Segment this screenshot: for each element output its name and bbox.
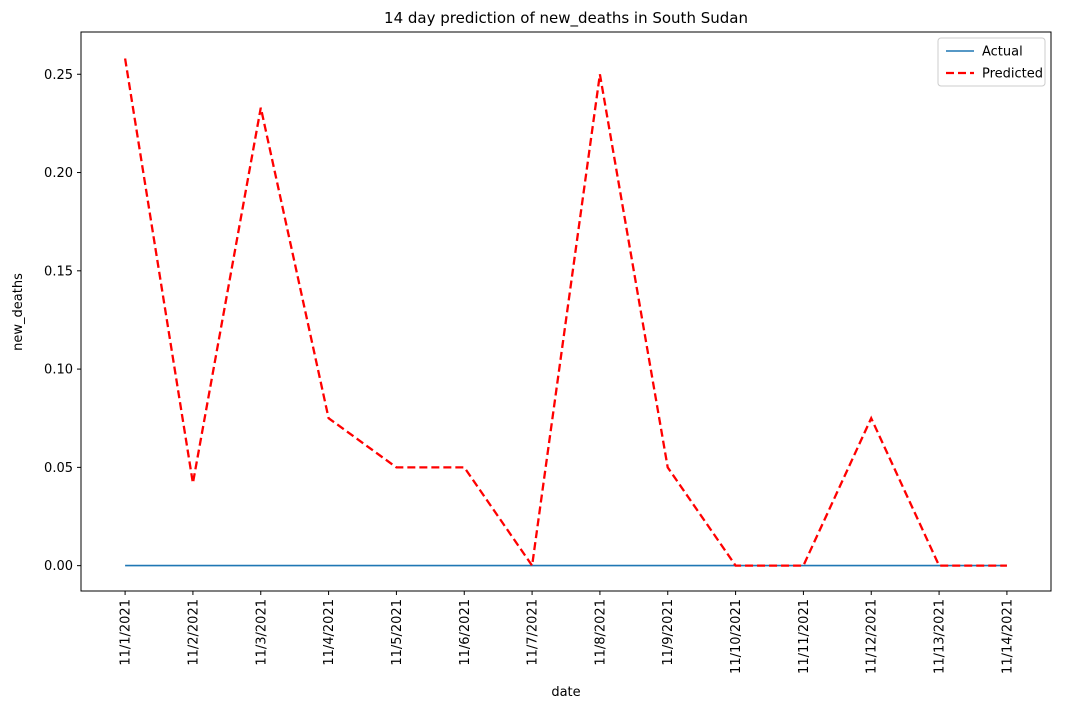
legend-label: Predicted	[982, 67, 1043, 82]
y-tick-label: 0.05	[44, 461, 73, 476]
x-tick-label: 11/9/2021	[661, 599, 676, 666]
x-tick-label: 11/14/2021	[1000, 599, 1015, 674]
y-axis-label: new_deaths	[11, 273, 26, 351]
y-tick-label: 0.15	[44, 264, 73, 279]
y-tick-label: 0.10	[44, 363, 73, 378]
plot-frame	[80, 31, 1052, 592]
legend-label: Actual	[982, 45, 1023, 60]
x-tick-label: 11/7/2021	[526, 599, 541, 666]
y-tick-label: 0.20	[44, 166, 73, 181]
x-tick-label: 11/11/2021	[797, 599, 812, 674]
x-tick-label: 11/5/2021	[390, 599, 405, 666]
y-tick-label: 0.25	[44, 68, 73, 83]
x-tick-label: 11/10/2021	[729, 599, 744, 674]
chart-title: 14 day prediction of new_deaths in South…	[384, 9, 748, 28]
x-tick-label: 11/3/2021	[254, 599, 269, 666]
y-tick-label: 0.00	[44, 559, 73, 574]
x-tick-label: 11/1/2021	[119, 599, 134, 666]
x-tick-label: 11/6/2021	[458, 599, 473, 666]
x-axis-label: date	[551, 685, 580, 700]
x-tick-label: 11/2/2021	[186, 599, 201, 666]
legend: Actual Predicted	[937, 37, 1046, 87]
series-line-predicted	[123, 58, 1007, 569]
x-tick-label: 11/12/2021	[865, 599, 880, 674]
x-tick-label: 11/4/2021	[322, 599, 337, 666]
x-tick-label: 11/13/2021	[933, 599, 948, 674]
plot-area: 0.00 0.05 0.10 0.15 0.20 0.25 11/1/2021 11/2/20…	[44, 31, 1052, 674]
x-tick-label: 11/8/2021	[593, 599, 608, 666]
